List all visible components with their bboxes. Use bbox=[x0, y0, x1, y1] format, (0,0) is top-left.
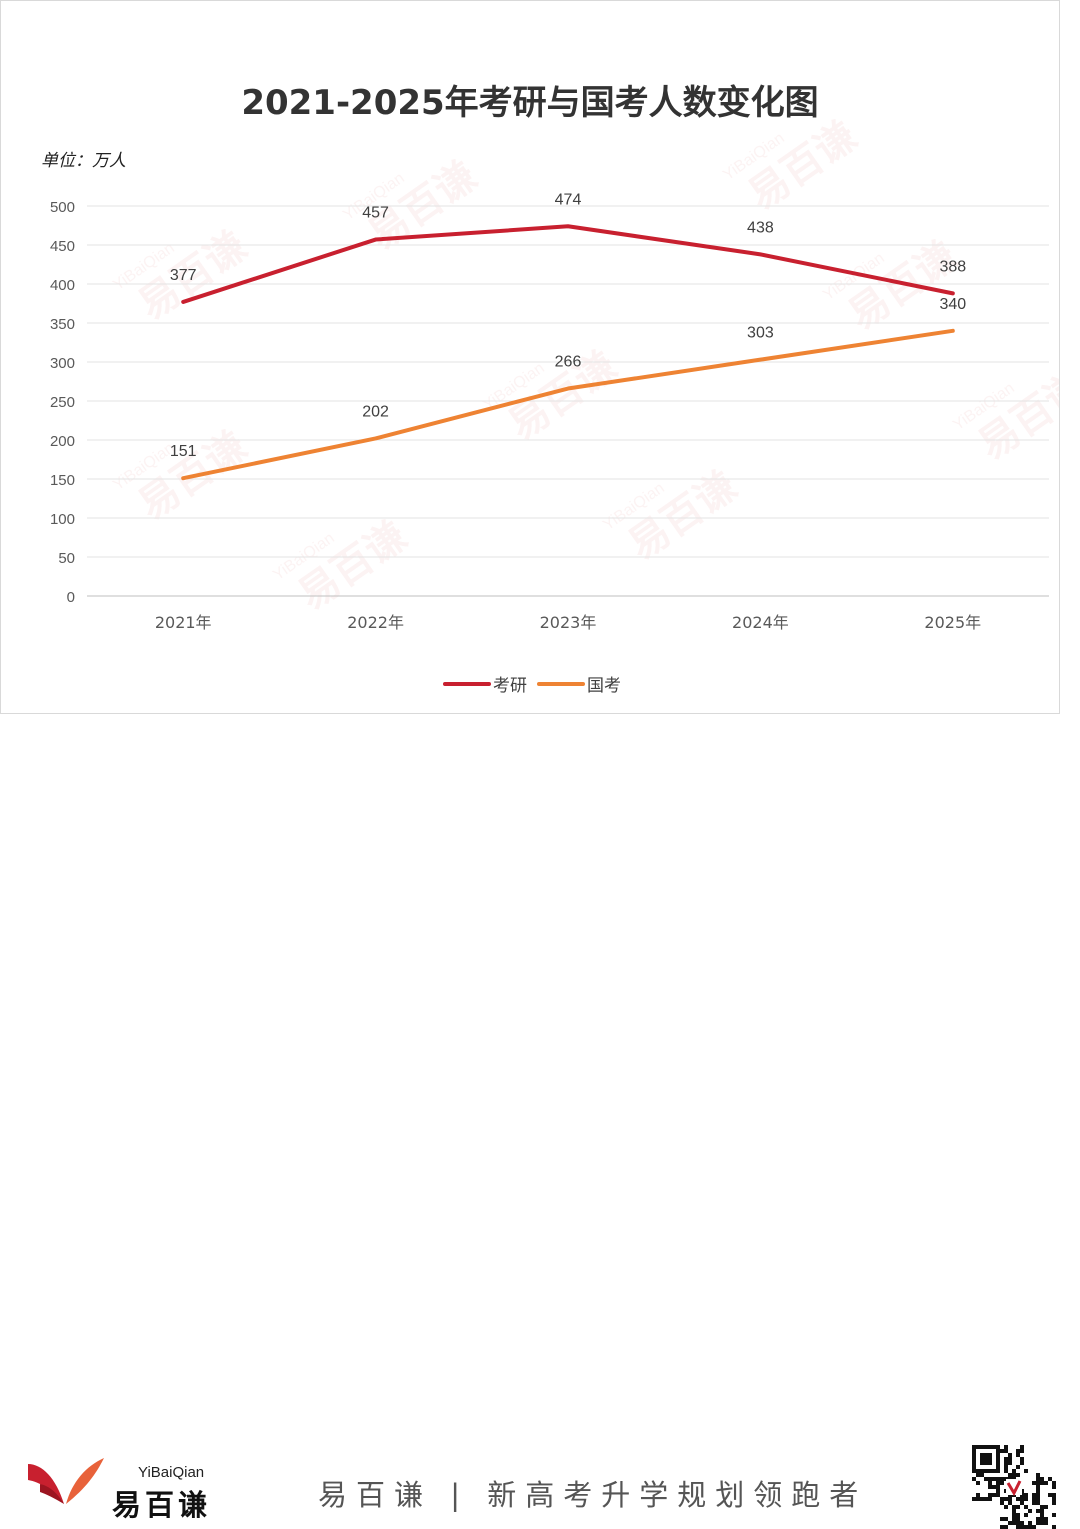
y-tick-label: 200 bbox=[50, 433, 75, 450]
chart-frame: 易百谦 YiBaiQian 易百谦 YiBaiQian 易百谦 YiBaiQian 易百谦 Y… bbox=[0, 0, 1060, 714]
y-tick-label: 150 bbox=[50, 472, 75, 489]
x-tick-label: 2024年 bbox=[732, 613, 789, 632]
qr-code-icon[interactable] bbox=[972, 1445, 1056, 1529]
data-label: 202 bbox=[362, 403, 389, 420]
series-line-2 bbox=[181, 328, 955, 481]
watermark-text: 易百谦 bbox=[740, 113, 865, 220]
y-tick-label: 100 bbox=[50, 511, 75, 528]
data-label: 377 bbox=[170, 267, 197, 284]
x-tick-label: 2023年 bbox=[540, 613, 597, 632]
data-label: 303 bbox=[747, 325, 774, 342]
x-tick-label: 2022年 bbox=[347, 613, 404, 632]
legend-label: 考研 bbox=[493, 676, 527, 696]
brand-name-english: YiBaiQian bbox=[138, 1464, 205, 1481]
footer-banner: YiBaiQian 易百谦 易百谦 | 新高考升学规划领跑者 bbox=[0, 714, 1080, 1529]
y-tick-label: 0 bbox=[67, 589, 75, 606]
watermark-text: 易百谦 bbox=[290, 513, 415, 620]
y-tick-label: 400 bbox=[50, 277, 75, 294]
data-label: 474 bbox=[555, 191, 582, 208]
y-tick-label: 300 bbox=[50, 355, 75, 372]
data-label: 457 bbox=[362, 205, 389, 222]
data-label: 340 bbox=[939, 296, 966, 313]
brand-logo-icon bbox=[28, 1458, 104, 1504]
x-tick-label: 2025年 bbox=[924, 613, 981, 632]
data-label: 151 bbox=[170, 443, 197, 460]
brand-name-chinese: 易百谦 bbox=[112, 1488, 212, 1522]
y-tick-label: 450 bbox=[50, 238, 75, 255]
y-tick-label: 350 bbox=[50, 316, 75, 333]
y-tick-label: 250 bbox=[50, 394, 75, 411]
data-label: 266 bbox=[555, 354, 582, 371]
legend-label: 国考 bbox=[587, 676, 621, 696]
data-label: 438 bbox=[747, 219, 774, 236]
series-line-1 bbox=[181, 224, 955, 304]
chart-title: 2021-2025年考研与国考人数变化图 bbox=[241, 83, 818, 123]
data-label: 388 bbox=[939, 258, 966, 275]
brand-slogan: 易百谦 | 新高考升学规划领跑者 bbox=[318, 1478, 868, 1512]
unit-label: 单位：万人 bbox=[41, 151, 126, 171]
y-tick-label: 50 bbox=[58, 550, 75, 567]
x-tick-label: 2021年 bbox=[155, 613, 212, 632]
y-tick-label: 500 bbox=[50, 199, 75, 216]
line-chart: 易百谦YiBaiQian易百谦YiBaiQian易百谦YiBaiQian易百谦Y… bbox=[41, 83, 1059, 696]
